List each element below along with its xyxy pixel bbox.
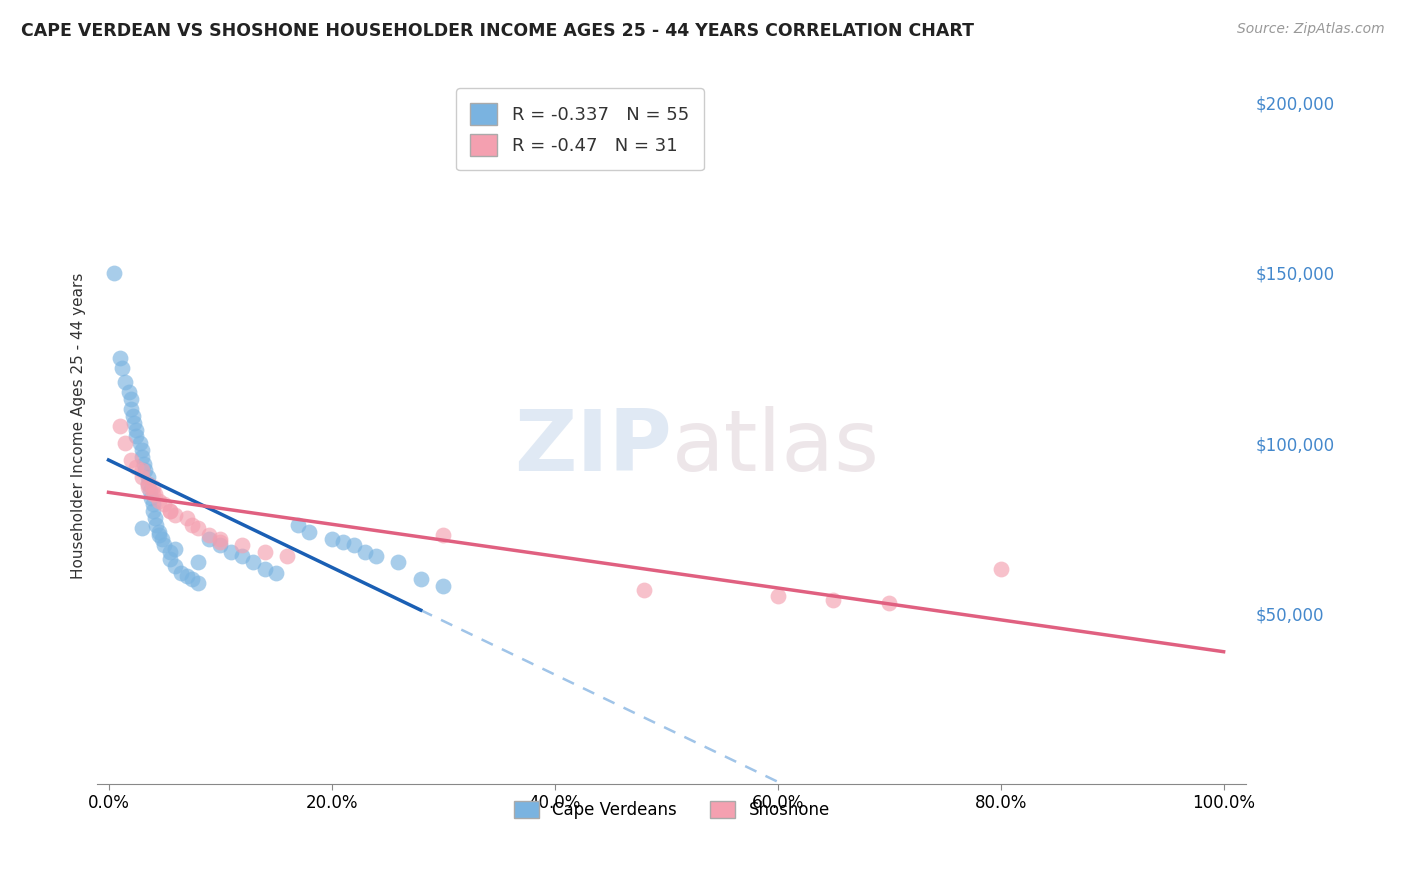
Point <box>103 266 125 280</box>
Point <box>143 511 166 525</box>
Point <box>148 494 170 508</box>
Point <box>343 538 366 552</box>
Point <box>432 579 454 593</box>
Point <box>366 549 388 563</box>
Point <box>409 573 432 587</box>
Point <box>150 532 173 546</box>
Point <box>139 483 162 498</box>
Point <box>253 562 276 576</box>
Point <box>633 582 655 597</box>
Point <box>142 504 165 518</box>
Point <box>321 532 343 546</box>
Point <box>120 453 142 467</box>
Point <box>139 491 162 505</box>
Point <box>187 575 209 590</box>
Point <box>145 517 167 532</box>
Point <box>120 402 142 417</box>
Point <box>117 385 139 400</box>
Point <box>142 498 165 512</box>
Point <box>432 528 454 542</box>
Point <box>387 555 409 569</box>
Point <box>108 419 131 434</box>
Point <box>153 498 176 512</box>
Point <box>877 596 900 610</box>
Point <box>198 528 221 542</box>
Point <box>159 504 181 518</box>
Point <box>181 517 204 532</box>
Text: atlas: atlas <box>672 406 880 489</box>
Point <box>125 423 148 437</box>
Point <box>208 538 231 552</box>
Point <box>159 545 181 559</box>
Point <box>176 511 198 525</box>
Point <box>108 351 131 365</box>
Text: ZIP: ZIP <box>513 406 672 489</box>
Point <box>170 566 193 580</box>
Point <box>219 545 242 559</box>
Point <box>136 477 159 491</box>
Point <box>148 524 170 539</box>
Point <box>142 487 165 501</box>
Point <box>136 470 159 484</box>
Point <box>159 552 181 566</box>
Point <box>165 541 187 556</box>
Point <box>136 480 159 494</box>
Point <box>128 436 150 450</box>
Point <box>142 480 165 494</box>
Point <box>114 375 136 389</box>
Point <box>159 504 181 518</box>
Point <box>122 409 145 423</box>
Point <box>136 477 159 491</box>
Point <box>134 463 156 477</box>
Point <box>242 555 264 569</box>
Point <box>120 392 142 406</box>
Point <box>276 549 298 563</box>
Text: CAPE VERDEAN VS SHOSHONE HOUSEHOLDER INCOME AGES 25 - 44 YEARS CORRELATION CHART: CAPE VERDEAN VS SHOSHONE HOUSEHOLDER INC… <box>21 22 974 40</box>
Point <box>111 361 134 376</box>
Point <box>165 508 187 522</box>
Point <box>181 573 204 587</box>
Point <box>198 532 221 546</box>
Point <box>264 566 287 580</box>
Point <box>122 416 145 430</box>
Point <box>114 436 136 450</box>
Point <box>990 562 1012 576</box>
Point <box>208 535 231 549</box>
Point <box>125 460 148 475</box>
Point <box>253 545 276 559</box>
Point <box>823 592 845 607</box>
Point <box>131 470 153 484</box>
Point <box>187 555 209 569</box>
Point <box>354 545 377 559</box>
Point <box>153 538 176 552</box>
Point <box>231 538 253 552</box>
Point <box>148 528 170 542</box>
Point <box>287 517 309 532</box>
Point <box>766 590 789 604</box>
Point <box>143 487 166 501</box>
Point <box>134 457 156 471</box>
Point <box>332 535 354 549</box>
Point <box>187 521 209 535</box>
Point <box>131 521 153 535</box>
Point <box>131 442 153 457</box>
Text: Source: ZipAtlas.com: Source: ZipAtlas.com <box>1237 22 1385 37</box>
Point <box>165 558 187 573</box>
Point <box>176 569 198 583</box>
Legend: Cape Verdeans, Shoshone: Cape Verdeans, Shoshone <box>508 794 837 825</box>
Point <box>131 450 153 464</box>
Point <box>208 532 231 546</box>
Point <box>125 429 148 443</box>
Point <box>231 549 253 563</box>
Point <box>298 524 321 539</box>
Y-axis label: Householder Income Ages 25 - 44 years: Householder Income Ages 25 - 44 years <box>72 273 86 579</box>
Point <box>131 463 153 477</box>
